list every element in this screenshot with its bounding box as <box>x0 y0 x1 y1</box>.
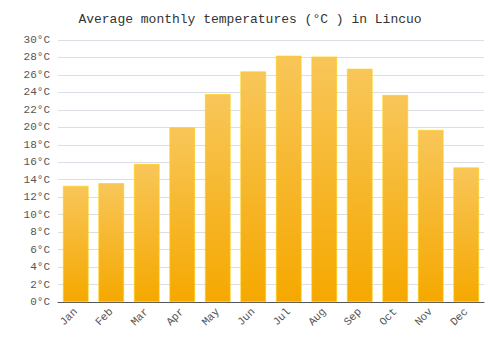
svg-text:18°C: 18°C <box>24 139 51 151</box>
svg-text:20°C: 20°C <box>24 121 51 133</box>
svg-text:22°C: 22°C <box>24 104 51 116</box>
svg-text:May: May <box>200 305 223 328</box>
svg-text:2°C: 2°C <box>30 279 50 291</box>
svg-text:10°C: 10°C <box>24 209 51 221</box>
svg-text:30°C: 30°C <box>24 34 51 46</box>
svg-text:6°C: 6°C <box>30 244 50 256</box>
svg-text:Jan: Jan <box>58 306 80 328</box>
svg-text:16°C: 16°C <box>24 156 51 168</box>
svg-text:0°C: 0°C <box>30 296 50 308</box>
svg-text:24°C: 24°C <box>24 86 51 98</box>
svg-text:Apr: Apr <box>164 306 186 328</box>
svg-text:Feb: Feb <box>93 306 115 328</box>
svg-text:Jul: Jul <box>271 306 293 328</box>
svg-text:4°C: 4°C <box>30 261 50 273</box>
svg-text:Jun: Jun <box>235 306 257 328</box>
svg-text:Mar: Mar <box>129 306 151 328</box>
svg-text:Sep: Sep <box>342 306 364 328</box>
svg-text:12°C: 12°C <box>24 191 51 203</box>
svg-text:Oct: Oct <box>377 306 399 328</box>
svg-text:8°C: 8°C <box>30 226 50 238</box>
svg-text:Dec: Dec <box>448 306 470 328</box>
svg-text:14°C: 14°C <box>24 174 51 186</box>
svg-text:Aug: Aug <box>306 306 328 328</box>
svg-text:Nov: Nov <box>413 305 436 328</box>
svg-text:Average monthly temperatures (: Average monthly temperatures (°C ) in Li… <box>78 12 421 27</box>
svg-text:26°C: 26°C <box>24 69 51 81</box>
svg-text:28°C: 28°C <box>24 51 51 63</box>
